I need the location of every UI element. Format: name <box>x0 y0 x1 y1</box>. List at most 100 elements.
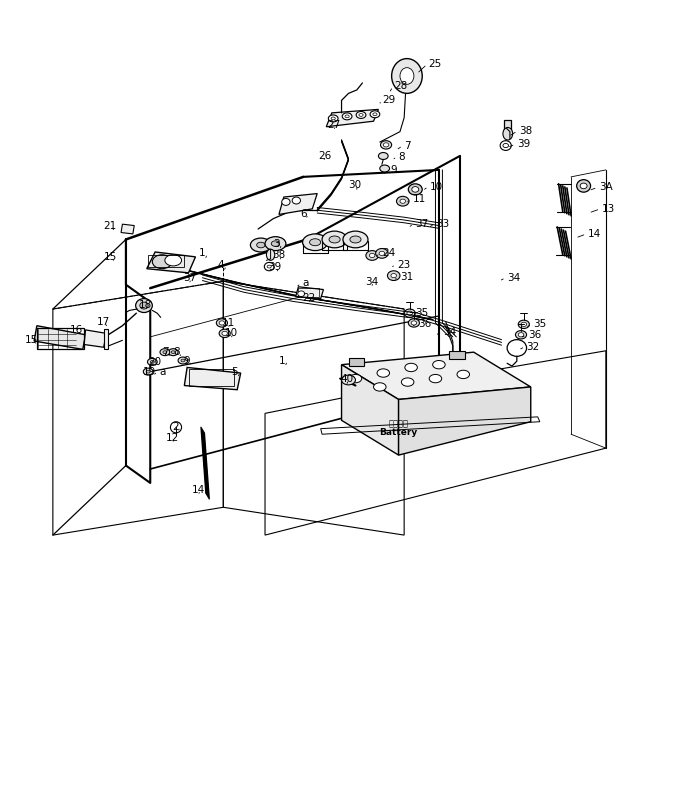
Ellipse shape <box>359 114 363 116</box>
Ellipse shape <box>379 251 385 255</box>
Text: 11: 11 <box>222 318 235 328</box>
Text: 39: 39 <box>268 262 282 272</box>
Ellipse shape <box>366 250 378 261</box>
Text: 6: 6 <box>300 209 307 219</box>
Bar <box>188 369 233 385</box>
Text: 21: 21 <box>104 221 117 231</box>
Ellipse shape <box>178 357 187 364</box>
Ellipse shape <box>266 249 275 261</box>
Ellipse shape <box>519 333 523 337</box>
Ellipse shape <box>408 184 422 195</box>
Ellipse shape <box>400 68 414 84</box>
Text: 3: 3 <box>273 239 280 249</box>
Ellipse shape <box>404 309 415 317</box>
Text: 4: 4 <box>217 260 224 270</box>
Ellipse shape <box>576 180 590 192</box>
Text: Battery: Battery <box>379 429 418 437</box>
Text: 15: 15 <box>104 252 117 262</box>
Text: 8: 8 <box>174 347 180 357</box>
Ellipse shape <box>309 239 321 246</box>
Bar <box>37 328 84 349</box>
Ellipse shape <box>181 359 185 362</box>
Ellipse shape <box>292 197 300 204</box>
Text: 13: 13 <box>602 204 615 214</box>
Ellipse shape <box>429 374 442 383</box>
Text: 20: 20 <box>148 357 161 367</box>
Ellipse shape <box>376 249 388 258</box>
Ellipse shape <box>503 144 509 148</box>
Bar <box>450 351 465 359</box>
Text: 15: 15 <box>24 334 38 345</box>
Text: 40: 40 <box>340 374 353 385</box>
Text: 1: 1 <box>199 248 206 258</box>
Ellipse shape <box>507 340 526 356</box>
Text: 38: 38 <box>272 250 285 261</box>
Text: 1: 1 <box>279 356 286 366</box>
Ellipse shape <box>302 234 328 250</box>
Ellipse shape <box>345 115 349 118</box>
Ellipse shape <box>265 237 286 250</box>
Text: 24: 24 <box>382 248 395 258</box>
Text: a: a <box>160 367 166 377</box>
Ellipse shape <box>521 323 526 327</box>
Ellipse shape <box>408 319 420 327</box>
Ellipse shape <box>271 241 279 246</box>
Ellipse shape <box>264 262 274 271</box>
Ellipse shape <box>378 152 388 159</box>
Ellipse shape <box>392 59 422 93</box>
Ellipse shape <box>381 141 392 149</box>
Ellipse shape <box>397 196 409 206</box>
Ellipse shape <box>400 199 406 203</box>
Text: 19: 19 <box>143 367 156 377</box>
Ellipse shape <box>151 360 154 363</box>
Ellipse shape <box>377 369 390 378</box>
Ellipse shape <box>391 273 397 278</box>
Text: 5: 5 <box>231 367 238 377</box>
Text: 34: 34 <box>507 272 521 283</box>
Ellipse shape <box>163 351 167 353</box>
Text: 14: 14 <box>588 229 601 239</box>
Text: 32: 32 <box>526 341 539 352</box>
Polygon shape <box>279 194 317 214</box>
Ellipse shape <box>342 113 352 120</box>
Ellipse shape <box>171 351 175 353</box>
Text: 33: 33 <box>436 219 450 229</box>
Ellipse shape <box>412 187 419 192</box>
Text: 3A: 3A <box>599 182 613 192</box>
Ellipse shape <box>267 265 271 268</box>
Ellipse shape <box>222 331 227 335</box>
Text: 22: 22 <box>302 293 316 303</box>
Ellipse shape <box>322 231 347 248</box>
Text: 31: 31 <box>400 272 413 282</box>
Ellipse shape <box>457 371 470 378</box>
Ellipse shape <box>298 291 305 297</box>
Polygon shape <box>184 367 240 389</box>
Polygon shape <box>34 326 86 349</box>
Text: 36: 36 <box>528 330 541 340</box>
Text: 7: 7 <box>162 347 169 357</box>
Text: 34: 34 <box>443 327 457 337</box>
Ellipse shape <box>343 231 368 248</box>
Polygon shape <box>296 287 323 298</box>
Ellipse shape <box>250 238 271 252</box>
Text: 10: 10 <box>224 328 238 338</box>
Ellipse shape <box>329 236 340 243</box>
Bar <box>505 120 512 133</box>
Text: 9: 9 <box>390 165 397 175</box>
Text: 23: 23 <box>397 260 411 269</box>
Text: 7: 7 <box>404 141 411 151</box>
Text: 35: 35 <box>415 309 429 318</box>
Text: 28: 28 <box>395 82 408 91</box>
Ellipse shape <box>516 330 526 339</box>
Text: 17: 17 <box>97 317 110 327</box>
Text: 29: 29 <box>382 95 395 104</box>
Ellipse shape <box>256 243 265 248</box>
Ellipse shape <box>144 368 153 375</box>
Text: 39: 39 <box>517 139 530 149</box>
Bar <box>348 358 364 366</box>
Ellipse shape <box>405 363 418 371</box>
Ellipse shape <box>356 111 366 119</box>
Text: 36: 36 <box>418 319 431 329</box>
Ellipse shape <box>401 378 414 386</box>
Polygon shape <box>399 387 530 455</box>
